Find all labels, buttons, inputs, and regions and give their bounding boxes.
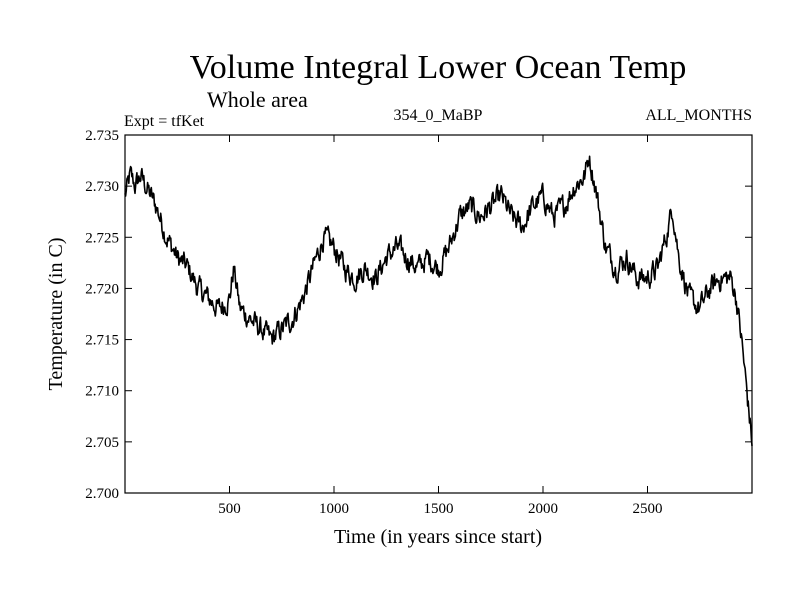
run-label: 354_0_MaBP (394, 107, 483, 124)
chart-title: Volume Integral Lower Ocean Temp (190, 49, 687, 86)
x-tick-label: 2500 (633, 501, 663, 517)
plot-frame (124, 134, 753, 494)
y-tick-label: 2.735 (85, 128, 119, 144)
y-tick-label: 2.715 (85, 333, 119, 349)
x-tick-label: 1000 (319, 501, 349, 517)
y-tick-label: 2.700 (85, 486, 119, 502)
x-axis-title: Time (in years since start) (334, 526, 542, 548)
y-tick-label: 2.730 (85, 179, 119, 195)
chart-subtitle: Whole area (207, 87, 308, 112)
y-axis: 2.700 2.705 2.710 2.715 2.720 2.725 2.730 2.735 (85, 128, 752, 502)
temperature-series-line (124, 155, 753, 447)
y-axis-title: Temperature (in C) (45, 238, 67, 391)
y-tick-label: 2.725 (85, 230, 119, 246)
x-axis: 500 1000 1500 2000 2500 (218, 135, 663, 517)
x-tick-label: 500 (218, 501, 241, 517)
y-tick-label: 2.705 (85, 435, 119, 451)
x-tick-label: 1500 (424, 501, 454, 517)
experiment-label: Expt = tfKet (124, 113, 205, 130)
y-tick-label: 2.710 (85, 384, 119, 400)
y-tick-label: 2.720 (85, 281, 119, 297)
x-tick-label: 2000 (528, 501, 558, 517)
period-label: ALL_MONTHS (645, 107, 752, 124)
